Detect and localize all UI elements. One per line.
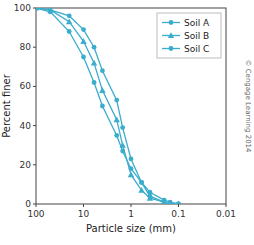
point-marker (36, 8, 38, 10)
point-marker (114, 133, 119, 138)
x-tick-label: 10 (78, 209, 90, 219)
point-marker (138, 187, 144, 193)
y-axis-label: Percent finer (1, 73, 12, 138)
legend-marker (168, 32, 174, 38)
point-marker (100, 104, 105, 109)
x-axis-label: Particle size (mm) (86, 223, 176, 234)
y-tick-label: 60 (20, 81, 32, 91)
point-marker (139, 180, 144, 185)
point-marker (129, 157, 134, 162)
point-marker (92, 45, 97, 50)
x-tick-label: 1 (128, 209, 134, 219)
x-tick-label: 0.1 (171, 209, 185, 219)
y-tick (33, 125, 36, 126)
y-tick-label: 40 (20, 121, 32, 131)
x-tick (178, 204, 179, 207)
point-marker (92, 80, 97, 85)
point-marker (128, 171, 134, 177)
point-marker (167, 201, 173, 204)
point-marker (66, 19, 72, 25)
point-marker (148, 194, 153, 199)
legend-marker (169, 20, 174, 25)
point-marker (162, 200, 167, 204)
legend-marker (169, 46, 174, 51)
point-marker (99, 87, 105, 93)
point-marker (176, 202, 181, 204)
chart: 0 20 40 60 80 100 100 10 1 0.1 0.01 Particle size (… (0, 0, 254, 245)
point-marker (47, 8, 53, 13)
point-marker (91, 60, 97, 66)
y-tick-label: 0 (25, 199, 31, 209)
legend-box (157, 13, 221, 58)
x-tick (226, 204, 227, 207)
annotation: © Cengage Learning 2014 (244, 60, 252, 154)
point-marker (168, 202, 173, 204)
point-marker (67, 29, 72, 34)
x-tick-label: 0.01 (216, 209, 236, 219)
y-tick-label: 100 (14, 3, 31, 13)
point-marker (119, 142, 125, 148)
point-marker (67, 13, 72, 18)
point-marker (81, 27, 86, 32)
point-marker (120, 125, 125, 130)
point-marker (114, 117, 120, 123)
x-tick (83, 204, 84, 207)
y-tick (33, 47, 36, 48)
y-tick (33, 8, 36, 9)
x-tick-label: 100 (27, 209, 44, 219)
point-marker (139, 180, 144, 185)
y-tick (33, 86, 36, 87)
legend-label: Soil B (184, 31, 209, 41)
legend-label: Soil C (184, 44, 209, 54)
plot-frame (36, 8, 226, 204)
y-tick (33, 164, 36, 165)
point-marker (175, 201, 181, 204)
legend: Soil A Soil B Soil C (157, 13, 221, 58)
y-tick-label: 80 (20, 42, 32, 52)
point-marker (80, 38, 86, 44)
x-tick (36, 204, 37, 207)
point-marker (114, 98, 119, 103)
x-tick (131, 204, 132, 207)
point-marker (36, 8, 38, 10)
point-marker (176, 202, 181, 204)
legend-label: Soil A (184, 18, 210, 28)
point-marker (81, 55, 86, 60)
y-tick-label: 20 (20, 160, 32, 170)
point-marker (100, 68, 105, 73)
point-marker (48, 8, 53, 12)
